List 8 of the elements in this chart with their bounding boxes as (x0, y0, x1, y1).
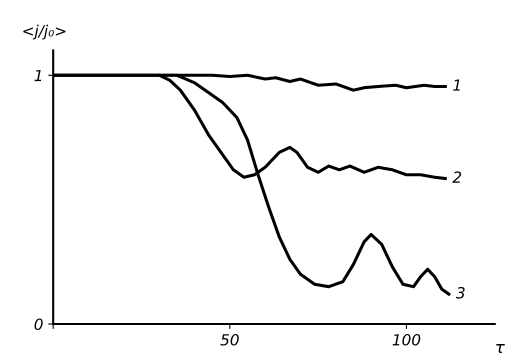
x-tick-label: 50 (220, 334, 239, 346)
x-tick-label: 100 (392, 334, 420, 346)
series-label: 2 (452, 171, 462, 183)
x-axis-title: τ (496, 344, 505, 354)
series-label: 1 (453, 80, 460, 91)
y-tick-label: 0 (34, 318, 43, 330)
series-label: 3 (456, 287, 465, 299)
y-axis-title: <j/j₀> (23, 24, 66, 40)
